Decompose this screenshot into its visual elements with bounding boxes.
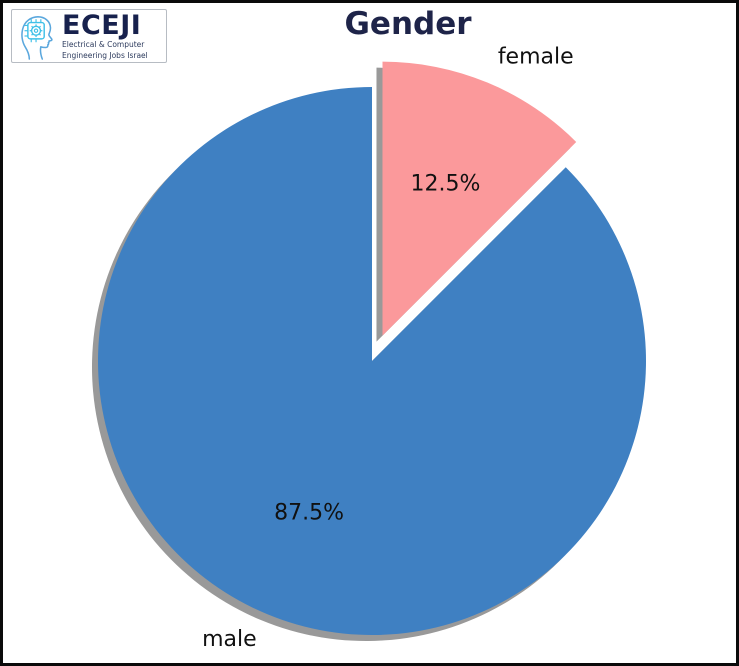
logo-tagline-line1: Electrical & Computer bbox=[62, 40, 145, 49]
logo-name: ECEJI bbox=[62, 10, 142, 41]
pie-slice-female bbox=[382, 61, 577, 336]
eceji-logo: ECEJI Electrical & Computer Engineering … bbox=[11, 9, 167, 63]
pct-label-male: 87.5% bbox=[274, 500, 344, 525]
pie-slice-male bbox=[97, 87, 646, 635]
slice-label-male: male bbox=[202, 627, 257, 652]
pct-label-female: 12.5% bbox=[410, 171, 480, 196]
logo-text: ECEJI Electrical & Computer Engineering … bbox=[62, 12, 148, 60]
logo-tagline-line2: Engineering Jobs Israel bbox=[62, 50, 148, 60]
head-chip-icon bbox=[21, 16, 53, 60]
slice-label-female: female bbox=[498, 45, 574, 70]
pie-chart: 87.5% 12.5% male female bbox=[91, 45, 646, 652]
chart-title: Gender bbox=[344, 6, 472, 42]
